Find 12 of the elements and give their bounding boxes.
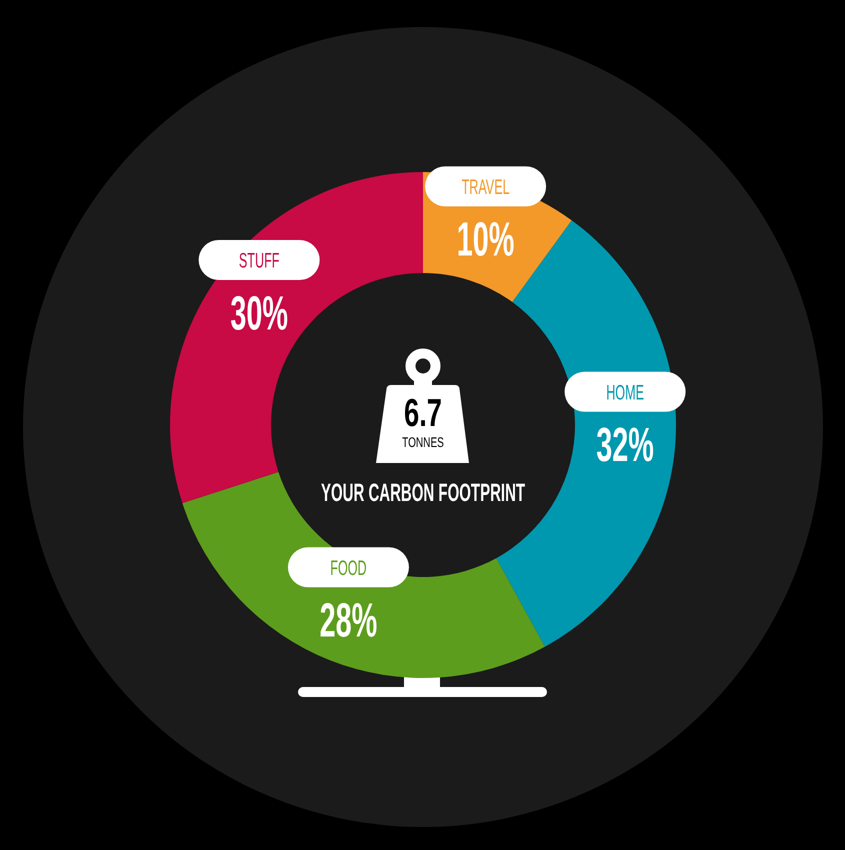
- donut-slice: [182, 472, 545, 678]
- slice-label: FOOD: [330, 555, 367, 580]
- slice-label: HOME: [606, 380, 644, 404]
- slice-label: TRAVEL: [462, 174, 510, 199]
- text: 6.7: [404, 392, 442, 436]
- data-label: 30%: [230, 286, 288, 340]
- data-label: 10%: [456, 213, 514, 267]
- text: YOUR CARBON FOOTPRINT: [320, 479, 526, 508]
- slice-label: STUFF: [238, 248, 280, 272]
- data-label: 28%: [320, 594, 378, 648]
- text: TONNES: [402, 434, 444, 450]
- data-label: 32%: [596, 418, 654, 472]
